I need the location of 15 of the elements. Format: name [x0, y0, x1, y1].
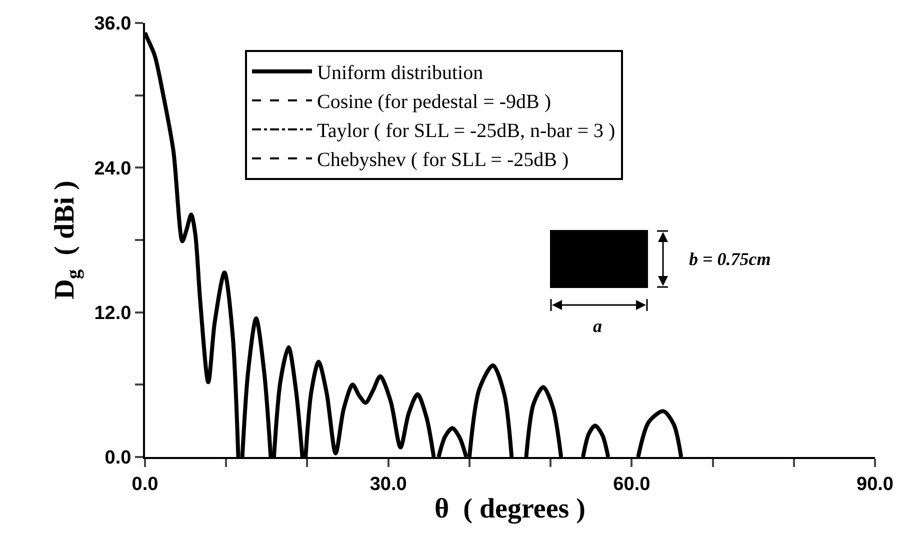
- annotation: a: [593, 316, 602, 336]
- annotation: b = 0.75cm: [689, 249, 771, 269]
- x-tick-label: 90.0: [856, 474, 894, 495]
- x-tick-label: 30.0: [370, 474, 407, 495]
- y-tick-label: 36.0: [94, 14, 132, 35]
- legend-label: Taylor ( for SLL = -25dB, n-bar = 3 ): [317, 120, 616, 142]
- x-tick-label: 0.0: [132, 474, 158, 495]
- legend-label: Chebyshev ( for SLL = -25dB ): [317, 149, 569, 172]
- legend-label: Cosine (for pedestal = -9dB ): [317, 91, 552, 114]
- x-tick-label: 60.0: [613, 474, 650, 495]
- x-axis-title: θ ( degrees ): [434, 493, 586, 524]
- y-tick-label: 12.0: [94, 302, 132, 324]
- y-tick-label: 24.0: [94, 158, 132, 180]
- y-tick-label: 0.0: [104, 448, 132, 469]
- legend-label: Uniform distribution: [317, 62, 484, 84]
